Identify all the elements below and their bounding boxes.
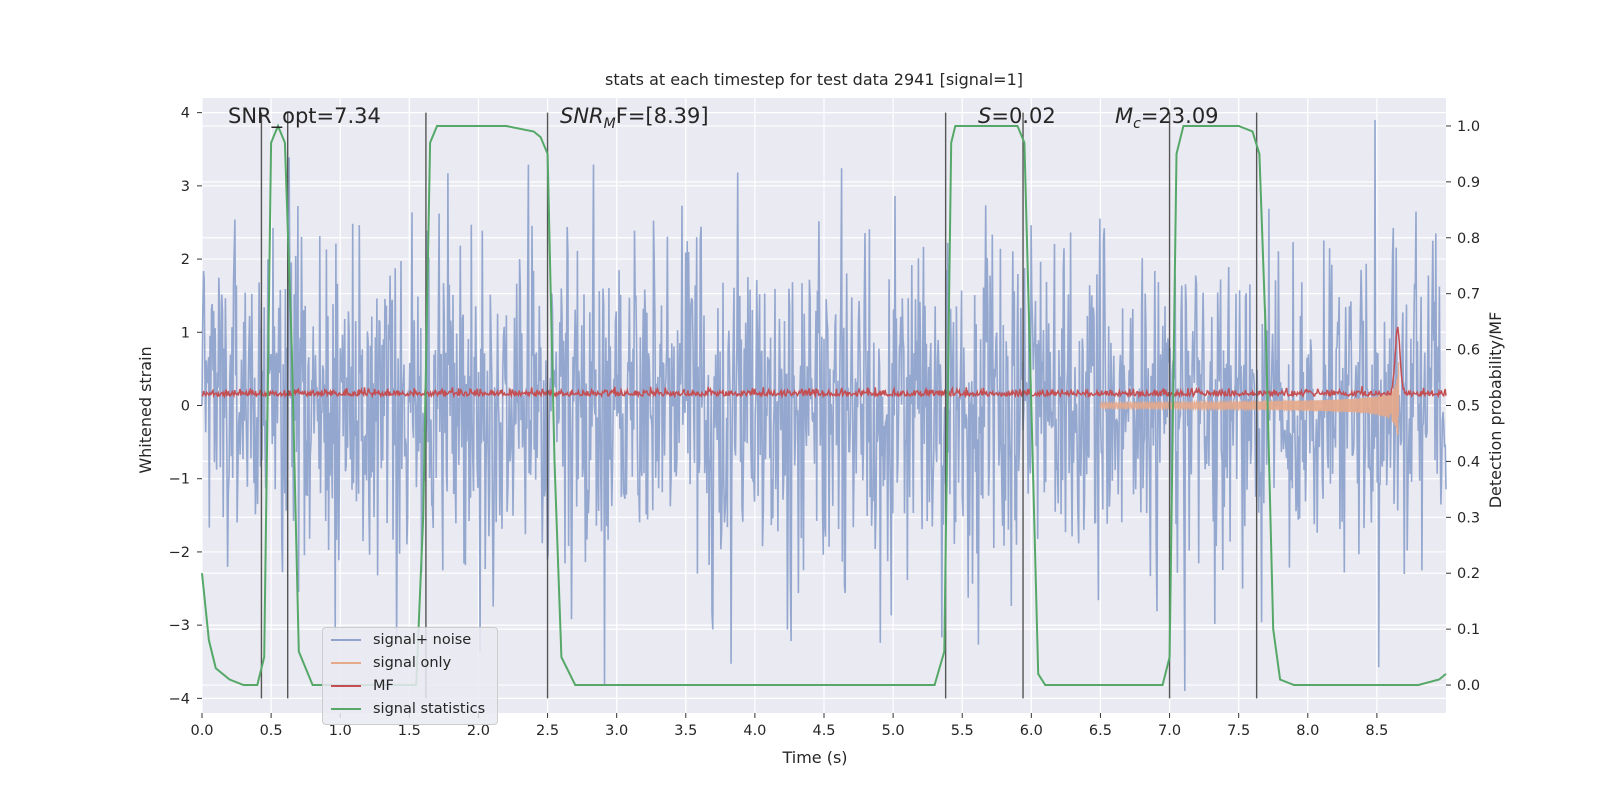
y-tick-label-right: 0.1 xyxy=(1457,622,1480,638)
x-tick-label: 7.0 xyxy=(1158,723,1181,739)
y-tick-label-left: −4 xyxy=(169,691,190,707)
snr-opt-annotation: SNR_opt=7.34 xyxy=(228,104,381,128)
x-tick-label: 2.5 xyxy=(536,723,559,739)
x-tick-label: 4.0 xyxy=(743,723,766,739)
plot-area xyxy=(201,98,1447,713)
legend-swatch xyxy=(331,639,361,641)
y-tick-label-right: 0.5 xyxy=(1457,399,1480,415)
x-tick-label: 4.5 xyxy=(812,723,835,739)
x-tick-label: 8.5 xyxy=(1365,723,1388,739)
y-tick-label-left: −2 xyxy=(169,545,190,561)
snr-mf-base: SNR xyxy=(560,104,604,128)
x-tick-label: 1.0 xyxy=(329,723,352,739)
y-tick-label-left: −1 xyxy=(169,472,190,488)
x-tick-label: 3.5 xyxy=(674,723,697,739)
legend-swatch xyxy=(331,708,361,710)
snr-mf-annotation: SNRMF=[8.39] xyxy=(560,104,709,132)
y-tick-label-right: 0.2 xyxy=(1457,566,1480,582)
y-tick-label-left: 1 xyxy=(181,325,190,341)
y-tick-label-right: 0.6 xyxy=(1457,343,1480,359)
y-tick-label-right: 0.0 xyxy=(1457,678,1480,694)
mc-sub: c xyxy=(1133,116,1141,133)
legend-item-signal-only: signal only xyxy=(331,655,451,675)
signal-statistics-line xyxy=(201,123,1447,686)
x-tick-label: 1.5 xyxy=(398,723,421,739)
mc-symbol: M xyxy=(1115,104,1134,128)
y-tick-label-right: 0.3 xyxy=(1457,510,1480,526)
mc-value: =23.09 xyxy=(1140,104,1219,128)
y-tick-label-left: 0 xyxy=(181,399,190,415)
y-axis-label-left: Whitened strain xyxy=(136,346,155,474)
s-value: =0.02 xyxy=(991,104,1056,128)
y-axis-label-right: Detection probability/MF xyxy=(1486,311,1505,509)
x-tick-label: 5.5 xyxy=(951,723,974,739)
legend: signal+ noise signal only MF signal stat… xyxy=(322,627,498,725)
x-axis-label: Time (s) xyxy=(782,748,848,767)
legend-item-signal-noise: signal+ noise xyxy=(331,632,471,652)
x-tick-label: 3.0 xyxy=(605,723,628,739)
chart-title: stats at each timestep for test data 294… xyxy=(604,70,1023,89)
y-tick-label-left: 2 xyxy=(181,252,190,268)
y-tick-label-right: 0.9 xyxy=(1457,175,1480,191)
mf-line xyxy=(201,326,1447,399)
y-tick-label-right: 0.8 xyxy=(1457,231,1480,247)
legend-item-mf: MF xyxy=(331,678,394,698)
legend-swatch xyxy=(331,685,361,687)
y-tick-label-right: 1.0 xyxy=(1457,119,1480,135)
signal-only-line xyxy=(1099,362,1400,436)
legend-item-signal-statistics: signal statistics xyxy=(331,701,485,721)
s-annotation: S=0.02 xyxy=(978,104,1056,128)
x-tick-label: 2.0 xyxy=(467,723,490,739)
y-tick-label-right: 0.4 xyxy=(1457,454,1480,470)
x-tick-label: 8.0 xyxy=(1296,723,1319,739)
x-tick-label: 0.5 xyxy=(260,723,283,739)
signal-noise-line xyxy=(201,119,1447,692)
y-tick-label-left: 4 xyxy=(181,106,190,122)
x-tick-label: 5.0 xyxy=(882,723,905,739)
y-tick-label-right: 0.7 xyxy=(1457,287,1480,303)
x-tick-label: 0.0 xyxy=(190,723,213,739)
x-tick-label: 6.5 xyxy=(1089,723,1112,739)
s-symbol: S xyxy=(978,104,992,128)
x-tick-label: 7.5 xyxy=(1227,723,1250,739)
mc-annotation: Mc=23.09 xyxy=(1115,104,1219,132)
axes: 0.0 0.5 1.0 1.5 2.0 2.5 3.0 3.5 4.0 4.5 5.0 5.5 6.0 6… xyxy=(169,106,1480,739)
legend-swatch xyxy=(331,662,361,664)
snr-mf-sub: M xyxy=(603,116,616,133)
x-tick-label: 6.0 xyxy=(1020,723,1043,739)
y-tick-label-left: −3 xyxy=(169,618,190,634)
y-tick-label-left: 3 xyxy=(181,179,190,195)
snr-mf-rest: F=[8.39] xyxy=(615,104,709,128)
